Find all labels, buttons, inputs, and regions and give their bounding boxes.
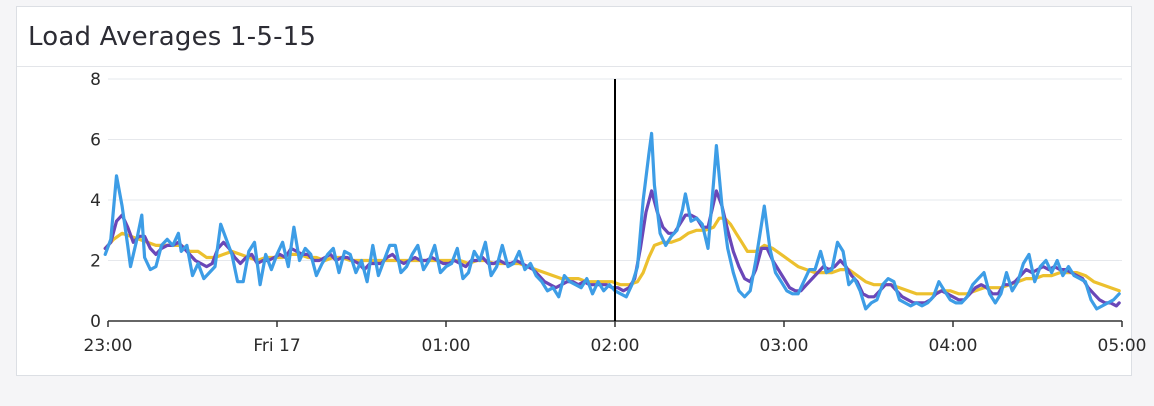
x-tick-label: 23:00 [84,336,133,356]
panel-title: Load Averages 1-5-15 [28,21,317,52]
y-tick-label: 2 [90,252,101,272]
x-tick-label: 05:00 [1098,336,1147,356]
y-tick-label: 4 [90,191,101,211]
y-tick-label: 6 [90,131,101,151]
x-tick-label: 01:00 [422,336,471,356]
x-tick-label: 03:00 [760,336,809,356]
x-axis [107,320,1123,327]
y-axis-tick-labels: 0 2 4 6 8 [90,70,101,332]
x-axis-tick-labels: 23:00 Fri 17 01:00 02:00 03:00 04:00 05:00 [84,336,1147,356]
x-tick-label: Fri 17 [253,336,300,356]
load-averages-panel: Load Averages 1-5-15 [16,6,1132,376]
series-lines [103,131,1121,311]
x-tick-label: 02:00 [591,336,640,356]
x-tick-label: 04:00 [929,336,978,356]
y-tick-label: 8 [90,70,101,90]
y-tick-label: 0 [90,312,101,332]
panel-header: Load Averages 1-5-15 [17,7,1131,67]
